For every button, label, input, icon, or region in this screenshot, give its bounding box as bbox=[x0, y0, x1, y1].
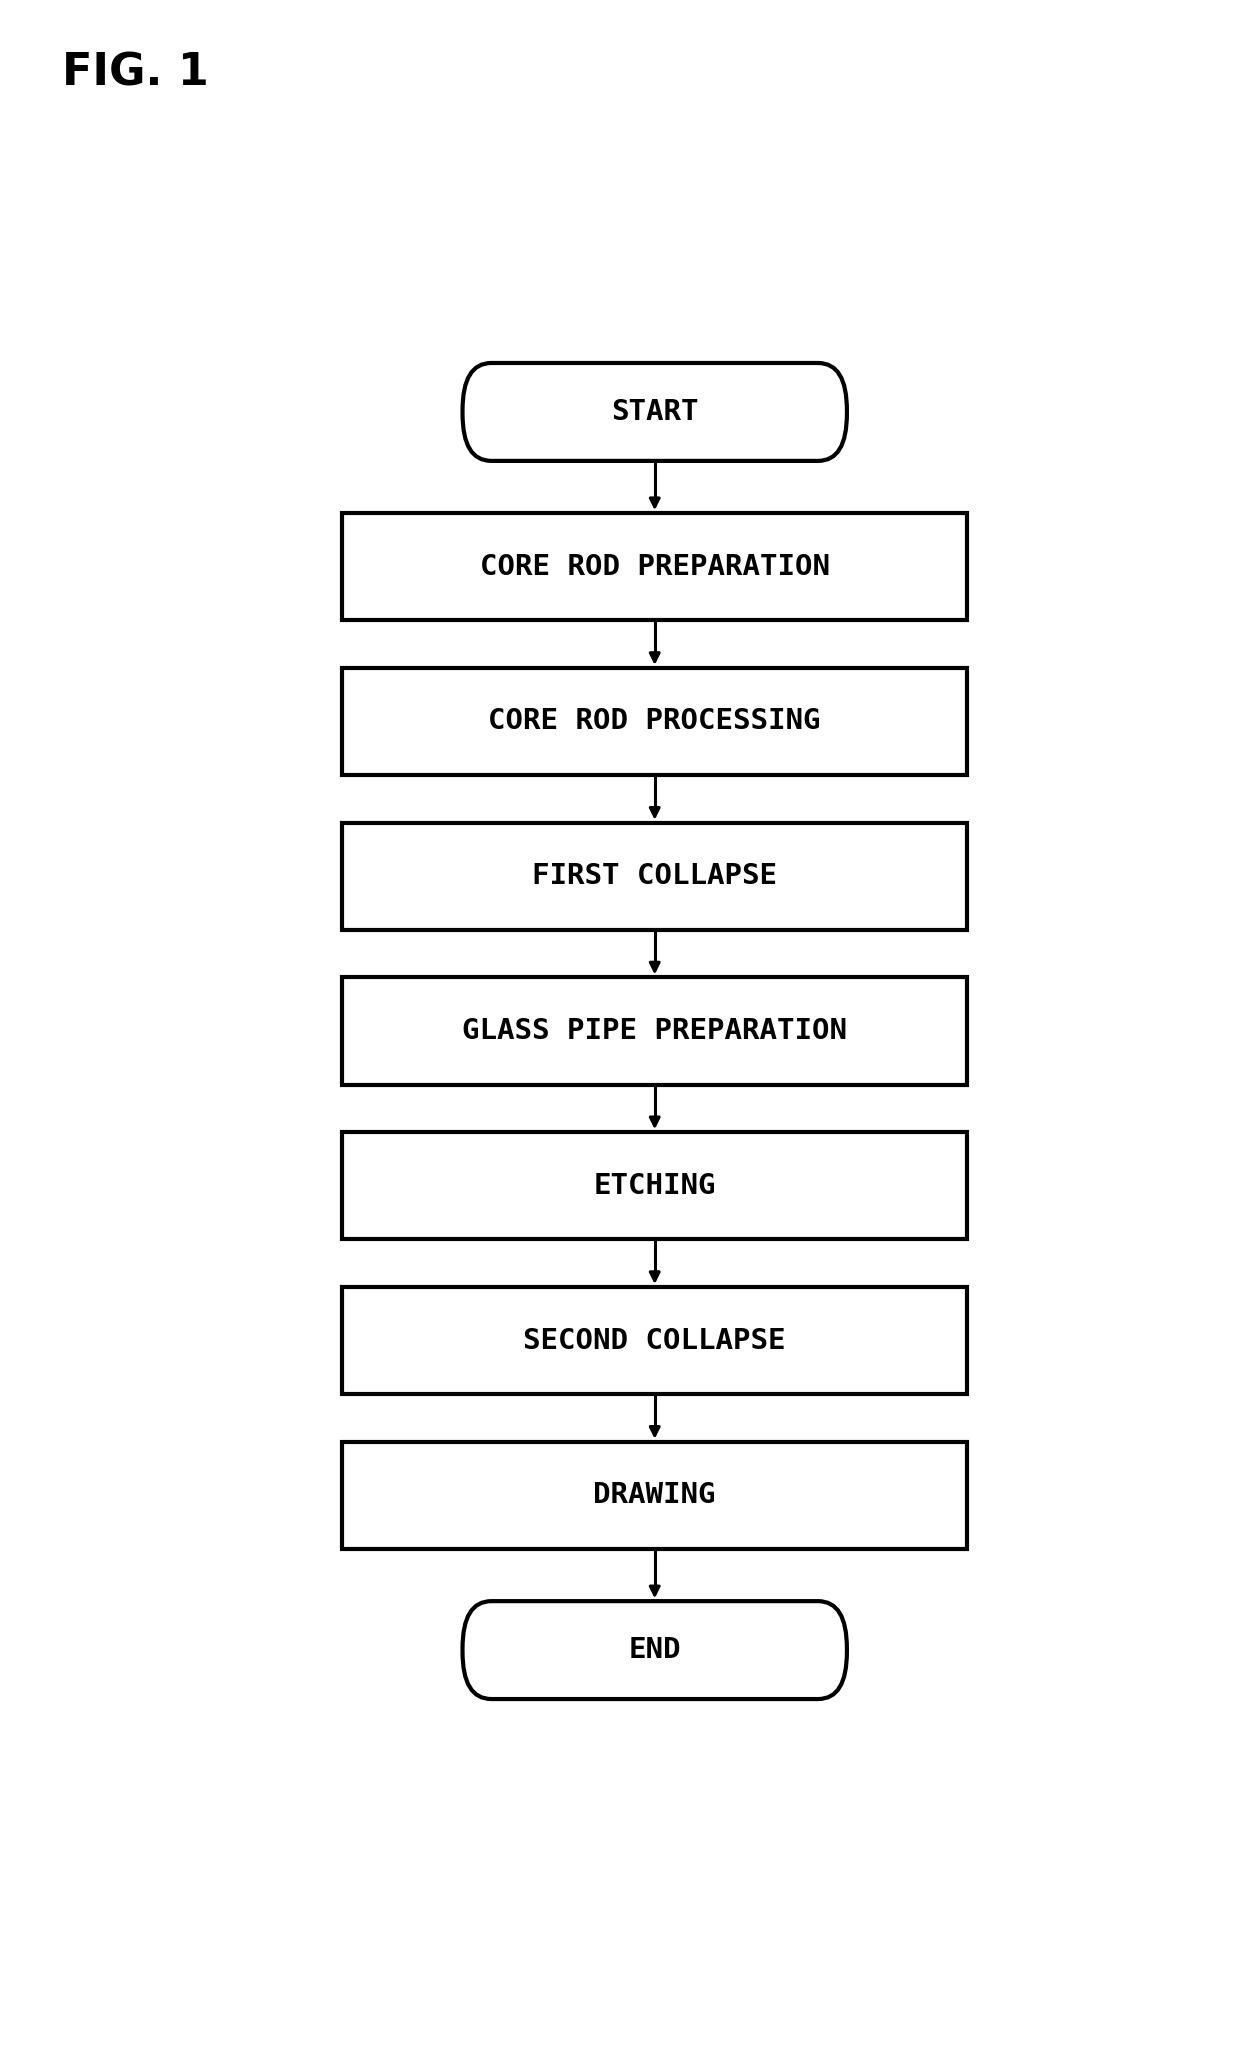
FancyBboxPatch shape bbox=[463, 363, 847, 461]
Text: FIRST COLLAPSE: FIRST COLLAPSE bbox=[532, 861, 777, 890]
Text: DRAWING: DRAWING bbox=[594, 1481, 715, 1510]
FancyBboxPatch shape bbox=[342, 978, 967, 1085]
Text: CORE ROD PREPARATION: CORE ROD PREPARATION bbox=[480, 552, 830, 580]
Text: FIG. 1: FIG. 1 bbox=[62, 51, 208, 94]
Text: START: START bbox=[611, 398, 698, 427]
FancyBboxPatch shape bbox=[342, 1286, 967, 1395]
Text: CORE ROD PROCESSING: CORE ROD PROCESSING bbox=[489, 708, 821, 736]
Text: ETCHING: ETCHING bbox=[594, 1171, 715, 1200]
FancyBboxPatch shape bbox=[342, 669, 967, 775]
Text: SECOND COLLAPSE: SECOND COLLAPSE bbox=[523, 1327, 786, 1354]
FancyBboxPatch shape bbox=[342, 1132, 967, 1239]
Text: GLASS PIPE PREPARATION: GLASS PIPE PREPARATION bbox=[463, 1017, 847, 1046]
FancyBboxPatch shape bbox=[342, 1442, 967, 1549]
FancyBboxPatch shape bbox=[342, 822, 967, 929]
FancyBboxPatch shape bbox=[463, 1602, 847, 1698]
Text: END: END bbox=[629, 1637, 681, 1663]
FancyBboxPatch shape bbox=[342, 513, 967, 619]
